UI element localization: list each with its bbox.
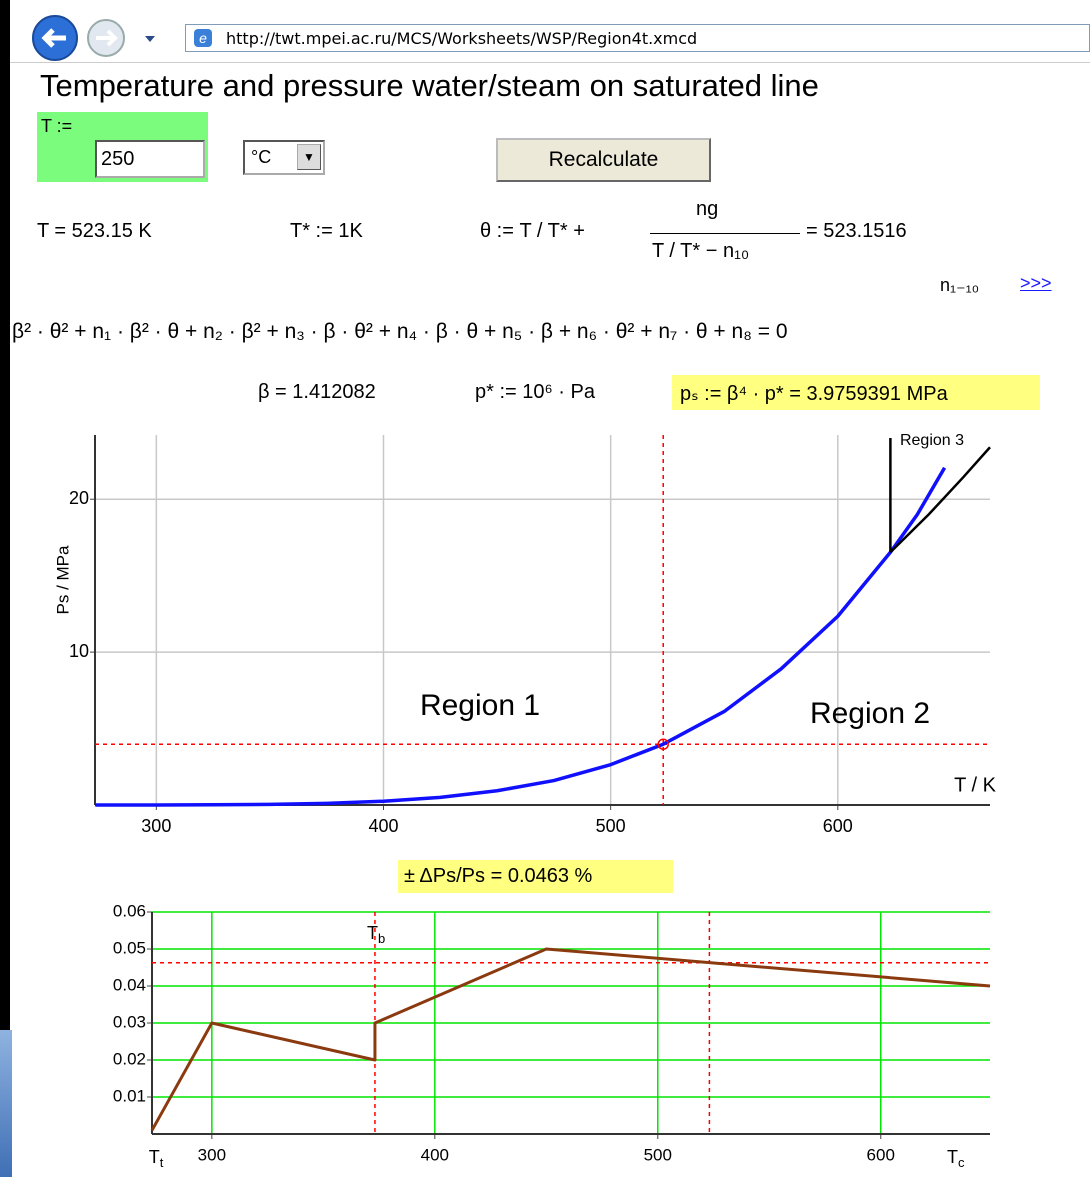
x-tick-label: 300 [141,816,171,836]
region-label: Region 2 [810,697,930,730]
marker-subscript: b [378,931,385,946]
x-tick-label: 400 [368,816,398,836]
browser-toolbar: e http://twt.mpei.ac.ru/MCS/Worksheets/W… [0,0,1090,63]
ps-result: pₛ := β⁴ · p* = 3.9759391 MPa [672,375,1040,410]
select-arrow: ▼ [297,144,321,170]
nav-buttons [0,0,180,62]
unit-select[interactable]: °C ▼ [243,140,325,175]
y-axis-label: Ps / MPa [53,545,72,615]
n-label: n₁₋₁₀ [940,275,979,296]
error-title: ± ΔPs/Ps = 0.0463 % [398,860,673,893]
t-kelvin: T = 523.15 K [37,220,152,243]
history-dropdown[interactable] [145,36,155,42]
x-marker-label: Tt [149,1147,164,1171]
x-tick-label: 400 [421,1145,449,1164]
t-star: T* := 1K [290,220,363,243]
left-border [0,0,10,1177]
address-bar[interactable]: e http://twt.mpei.ac.ru/MCS/Worksheets/W… [185,24,1090,52]
x-tick-label: 500 [644,1145,672,1164]
data-line [95,468,944,805]
y-tick-label: 0.02 [113,1049,146,1068]
y-tick-label: 0.05 [113,938,146,957]
ie-icon: e [194,29,212,47]
theta-result: = 523.1516 [806,220,907,243]
y-tick-label: 10 [69,641,89,661]
temperature-input[interactable]: 250 [95,140,205,178]
side-panel [0,1030,12,1177]
marker-symbol: T [947,1147,958,1167]
p-star: p* := 10⁶ · Pa [475,381,595,404]
y-tick-label: 0.06 [113,901,146,920]
state-point [658,739,668,749]
x-tick-label: 300 [198,1145,226,1164]
marker-subscript: c [958,1155,965,1170]
x-marker-label: Tb [367,923,385,947]
page: e http://twt.mpei.ac.ru/MCS/Worksheets/W… [0,0,1090,1177]
y-tick-label: 0.03 [113,1012,146,1031]
input-label: T := [41,116,72,137]
beta-value: β = 1.412082 [258,381,376,404]
fraction-bar [650,233,800,234]
x-axis-label: T / K [954,774,997,796]
x-tick-label: 500 [596,816,626,836]
y-tick-label: 0.01 [113,1086,146,1105]
page-title: Temperature and pressure water/steam on … [40,68,819,104]
n-link[interactable]: >>> [1020,273,1052,294]
marker-symbol: T [367,923,378,943]
equation: β² · θ² + n₁ · β² · θ + n₂ · β² + n₃ · β… [12,320,788,344]
recalculate-button[interactable]: Recalculate [496,138,711,182]
theta-denominator: T / T* − n₁₀ [652,240,749,263]
theta-numerator: ng [696,198,718,221]
x-tick-label: 600 [867,1145,895,1164]
y-tick-label: 20 [69,488,89,508]
unit-text: °C [251,147,271,168]
theta-lhs: θ := T / T* + [480,220,585,243]
x-tick-label: 600 [823,816,853,836]
region-label: Region 3 [900,432,964,449]
data-line [152,949,990,1130]
input-region: T := 250 [37,112,208,182]
y-tick-label: 0.04 [113,975,146,994]
marker-subscript: t [160,1155,164,1170]
url-text: http://twt.mpei.ac.ru/MCS/Worksheets/WSP… [226,29,697,48]
region-label: Region 1 [420,689,540,722]
data-line [890,447,990,552]
marker-symbol: T [149,1147,160,1167]
x-marker-label: Tc [947,1147,965,1171]
